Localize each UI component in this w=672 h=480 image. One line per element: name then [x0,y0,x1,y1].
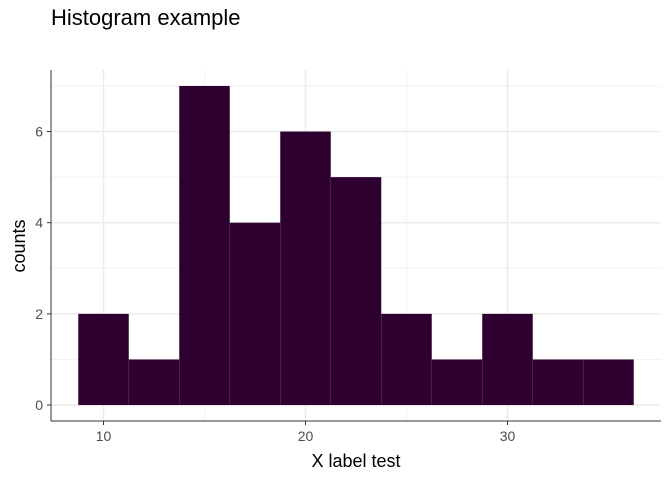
y-tick-labels: 0 2 4 6 [35,124,51,414]
x-tick-label: 30 [500,428,516,444]
histogram-bar [78,314,128,405]
x-tick-labels: 10 20 30 [96,421,516,444]
histogram-bar [129,359,179,405]
y-tick-label: 4 [35,215,43,231]
histogram-bars [78,86,633,405]
histogram-bar [482,314,532,405]
histogram-bar [432,359,482,405]
histogram-bar [583,359,633,405]
x-axis-title: X label test [311,451,400,471]
histogram-bar [230,223,280,405]
x-tick-label: 10 [96,428,112,444]
x-tick-label: 20 [298,428,314,444]
histogram-bar [533,359,583,405]
histogram-bar [179,86,229,405]
histogram-bar [381,314,431,405]
y-axis-title: counts [9,219,29,272]
histogram-bar [280,132,330,406]
y-tick-label: 0 [35,397,43,413]
histogram-bar [331,177,381,405]
y-tick-label: 6 [35,124,43,140]
y-tick-label: 2 [35,306,43,322]
